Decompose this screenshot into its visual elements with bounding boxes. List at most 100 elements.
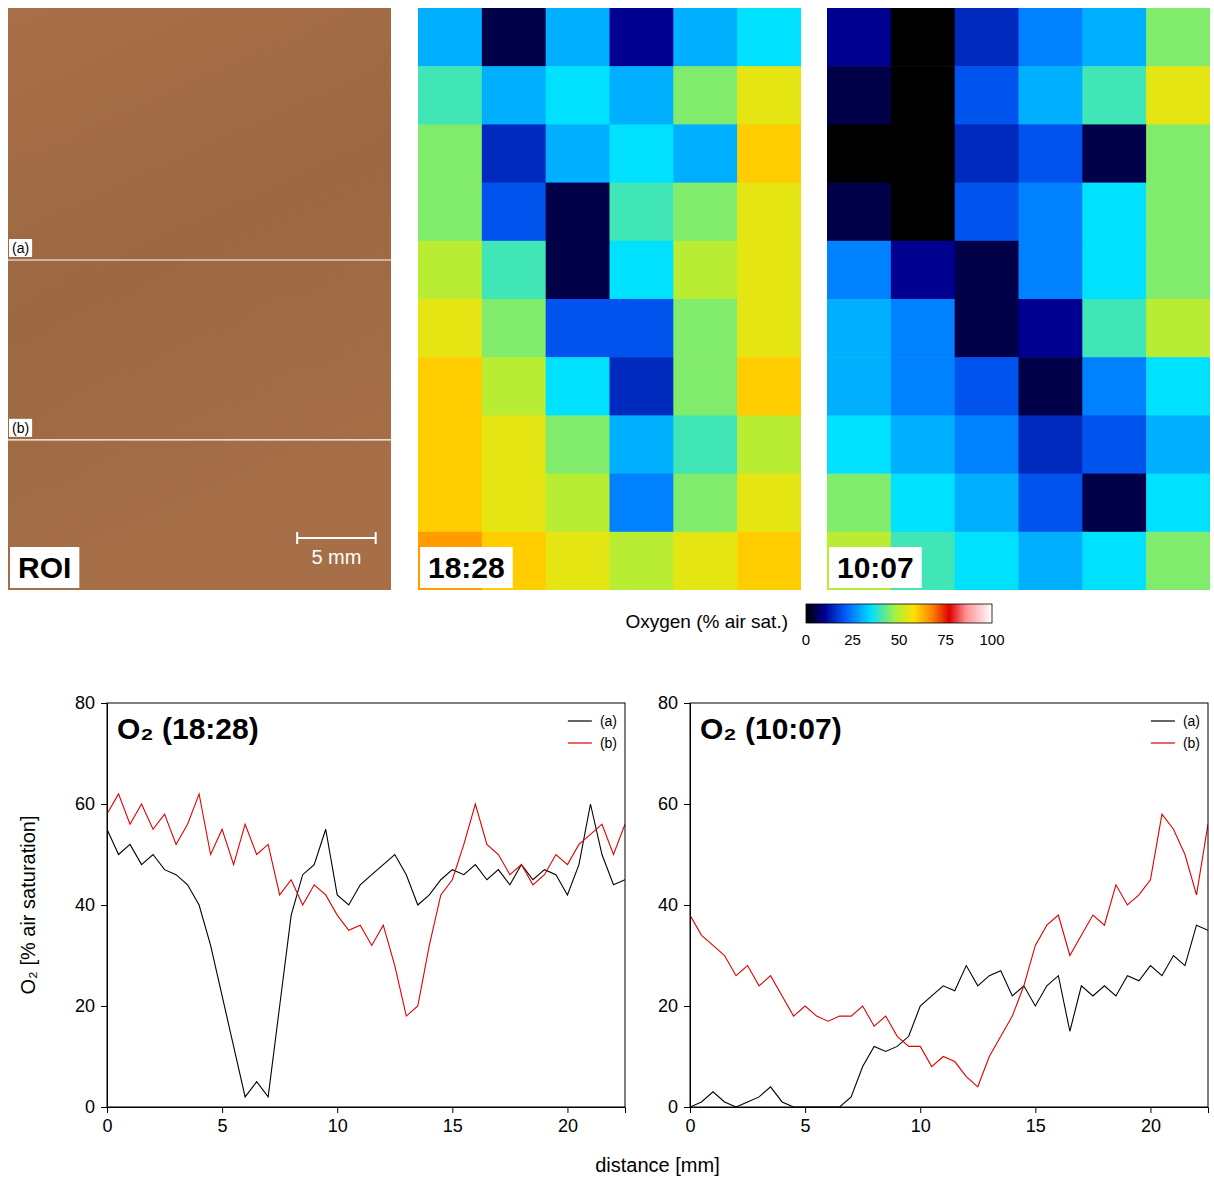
map-cell: [827, 124, 891, 183]
map-cell: [737, 299, 801, 358]
map-cell: [1082, 299, 1146, 358]
map-cell: [827, 474, 891, 533]
series-lines: [107, 794, 625, 1097]
tick-label: 40: [75, 895, 95, 915]
colorbar-gradient: [806, 604, 992, 623]
series-line: [690, 925, 1208, 1107]
map-cell: [673, 532, 737, 590]
legend-swatch: [1151, 742, 1175, 743]
map-cells: [418, 8, 801, 590]
panel-title: ROI: [18, 551, 71, 584]
panel-title-background: [10, 547, 79, 588]
map-cell: [891, 474, 955, 533]
figure: (a)(b)5 mmROI18:2810:0705101520020406080…: [0, 0, 1214, 1187]
x-axis-title: distance [mm]: [595, 1154, 719, 1176]
oxygen-map: 18:28: [418, 8, 802, 591]
map-cell: [827, 299, 891, 358]
panel-title-box: ROI: [10, 547, 79, 588]
map-cell: [673, 183, 737, 242]
tick-mark: [684, 1107, 690, 1108]
map-cell: [1019, 474, 1083, 533]
plot-frame: [690, 703, 1208, 1107]
map-cell: [1146, 124, 1210, 183]
map-cell: [891, 241, 955, 300]
map-cell: [1082, 532, 1146, 590]
tick-label: 10: [328, 1116, 348, 1136]
map-cell: [546, 532, 610, 590]
legend-swatch: [568, 742, 592, 743]
map-cell: [546, 299, 610, 358]
profile-label-background: [9, 239, 32, 257]
map-cell: [955, 183, 1019, 242]
map-cell: [1082, 8, 1146, 67]
profile-label: (a): [12, 240, 29, 256]
map-cell: [418, 474, 482, 533]
map-cell: [610, 357, 674, 416]
tick-mark: [101, 1006, 107, 1007]
map-cell: [827, 183, 891, 242]
tick: 15: [443, 1107, 463, 1136]
map-cell: [955, 8, 1019, 67]
tick-mark: [1150, 1107, 1151, 1113]
panel-title-box: 18:28: [420, 547, 513, 588]
colorbar: 0255075100Oxygen (% air sat.): [625, 604, 1004, 648]
scale-bar-end: [296, 532, 298, 544]
map-cell: [955, 241, 1019, 300]
map-cell: [482, 183, 546, 242]
map-cell: [418, 357, 482, 416]
map-cell: [546, 124, 610, 183]
tick-label: 20: [75, 996, 95, 1016]
tick-mark: [684, 703, 690, 704]
map-cell: [482, 66, 546, 125]
series-lines: [690, 814, 1208, 1107]
map-cell: [546, 241, 610, 300]
scale-bar: [297, 537, 376, 539]
plot-background: [107, 703, 625, 1107]
map-cell: [610, 299, 674, 358]
panel-title-box: 10:07: [829, 547, 922, 588]
map-cell: [418, 183, 482, 242]
map-cell: [1019, 183, 1083, 242]
map-cell: [1082, 124, 1146, 183]
map-cell: [546, 183, 610, 242]
y-axis: 020406080: [75, 693, 108, 1117]
map-cell: [482, 299, 546, 358]
map-cell: [1082, 415, 1146, 474]
map-cell: [610, 8, 674, 67]
map-cell: [891, 357, 955, 416]
tick-mark: [337, 1107, 338, 1113]
tick-mark: [684, 804, 690, 805]
map-cell: [1082, 183, 1146, 242]
axis-line: [691, 1108, 1209, 1114]
map-cell: [955, 415, 1019, 474]
map-cell: [482, 241, 546, 300]
profile-line: [8, 439, 391, 440]
panel-title-background: [420, 547, 513, 588]
tick-mark: [222, 1107, 223, 1113]
tick-label: 0: [85, 1097, 95, 1117]
map-cell: [610, 66, 674, 125]
colorbar-tick-label: 0: [802, 631, 810, 648]
colorbar-tick-label: 25: [844, 631, 861, 648]
map-cell: [737, 66, 801, 125]
tick: 20: [558, 1107, 578, 1136]
tick: 80: [658, 693, 690, 713]
map-cell: [891, 415, 955, 474]
map-cell: [891, 8, 955, 67]
map-cell: [610, 415, 674, 474]
map-cell: [1146, 532, 1210, 590]
map-cell: [673, 66, 737, 125]
map-cell: [482, 124, 546, 183]
panel-title-background: [829, 547, 922, 588]
map-cell: [418, 241, 482, 300]
tick: 40: [75, 895, 107, 915]
colorbar-tick-label: 100: [979, 631, 1004, 648]
map-cell: [610, 183, 674, 242]
map-cell: [891, 299, 955, 358]
tick-label: 0: [685, 1116, 695, 1136]
map-cell: [955, 357, 1019, 416]
map-cell: [737, 241, 801, 300]
map-cell: [955, 474, 1019, 533]
map-cell: [546, 8, 610, 67]
profile-label: (b): [12, 420, 29, 436]
